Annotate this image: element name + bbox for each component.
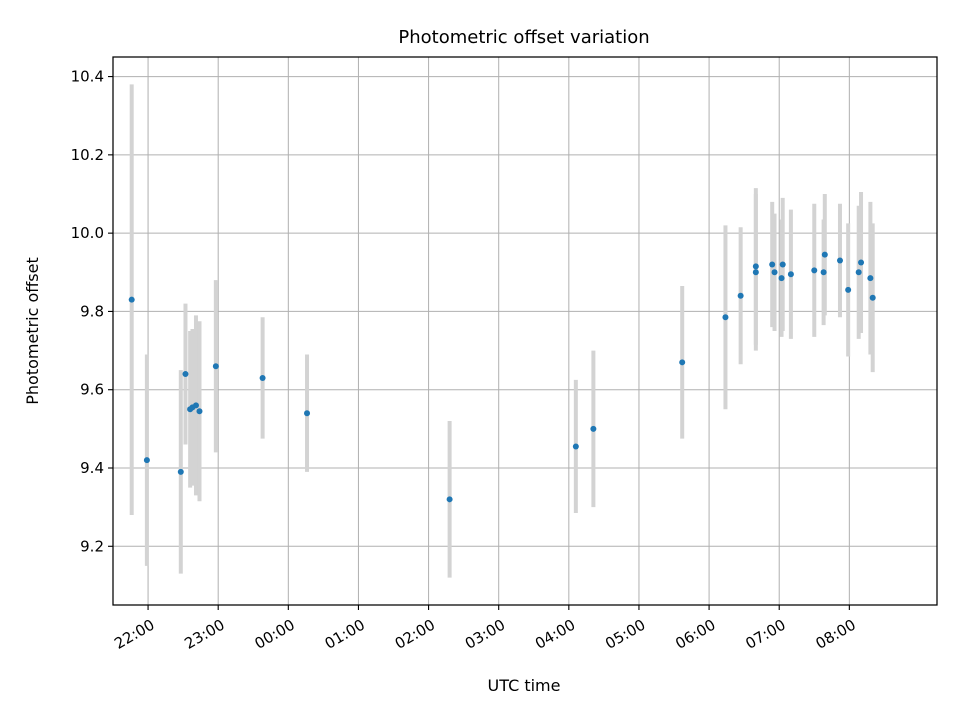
data-point — [811, 267, 818, 274]
data-point — [845, 286, 852, 293]
chart-title: Photometric offset variation — [398, 27, 649, 48]
grid-lines — [113, 57, 937, 605]
data-point — [821, 251, 828, 258]
y-tick-label: 9.4 — [80, 459, 104, 477]
x-tick-label: 04:00 — [532, 616, 578, 653]
data-points — [128, 251, 876, 503]
data-point — [446, 496, 453, 503]
x-axis-title: UTC time — [488, 676, 561, 695]
x-tick-label: 06:00 — [672, 616, 718, 653]
data-point — [858, 259, 865, 266]
x-tick-label: 07:00 — [742, 616, 788, 653]
data-point — [867, 275, 874, 282]
data-point — [304, 410, 311, 417]
y-axis-ticks: 9.2 9.4 9.6 9.8 10.0 10.2 10.4 — [71, 68, 113, 555]
data-point — [143, 457, 150, 464]
x-tick-label: 02:00 — [392, 616, 438, 653]
data-point — [752, 269, 759, 276]
y-tick-label: 10.2 — [71, 146, 104, 164]
data-point — [869, 294, 876, 301]
data-point — [590, 425, 597, 432]
data-point — [771, 269, 778, 276]
x-tick-label: 01:00 — [322, 616, 368, 653]
data-point — [787, 271, 794, 278]
x-tick-label: 08:00 — [812, 616, 858, 653]
y-tick-label: 10.4 — [71, 68, 104, 86]
data-point — [855, 269, 862, 276]
data-point — [752, 263, 759, 270]
data-point — [722, 314, 729, 321]
data-point — [836, 257, 843, 264]
data-point — [259, 374, 266, 381]
data-point — [196, 408, 203, 415]
data-point — [769, 261, 776, 268]
data-point — [212, 363, 219, 370]
x-tick-label: 03:00 — [462, 616, 508, 653]
x-tick-label: 00:00 — [251, 616, 297, 653]
y-tick-label: 9.6 — [80, 381, 104, 399]
y-tick-label: 9.2 — [80, 537, 104, 555]
x-tick-label: 22:00 — [111, 616, 157, 653]
data-point — [679, 359, 686, 366]
data-point — [737, 292, 744, 299]
data-point — [128, 296, 135, 303]
data-point — [779, 261, 786, 268]
error-bars — [129, 84, 875, 578]
data-point — [192, 402, 199, 409]
data-point — [778, 275, 785, 282]
x-tick-label: 05:00 — [602, 616, 648, 653]
data-point — [572, 443, 579, 450]
y-tick-label: 10.0 — [71, 224, 104, 242]
data-point — [182, 371, 189, 378]
x-tick-label: 23:00 — [181, 616, 227, 653]
y-tick-label: 9.8 — [80, 302, 104, 320]
plot-frame — [112, 56, 938, 606]
y-axis-title: Photometric offset — [23, 257, 42, 405]
x-axis-ticks: 22:00 23:00 00:00 01:00 02:00 03:00 04:00 05:00… — [111, 605, 859, 653]
data-point — [820, 269, 827, 276]
data-point — [177, 468, 184, 475]
